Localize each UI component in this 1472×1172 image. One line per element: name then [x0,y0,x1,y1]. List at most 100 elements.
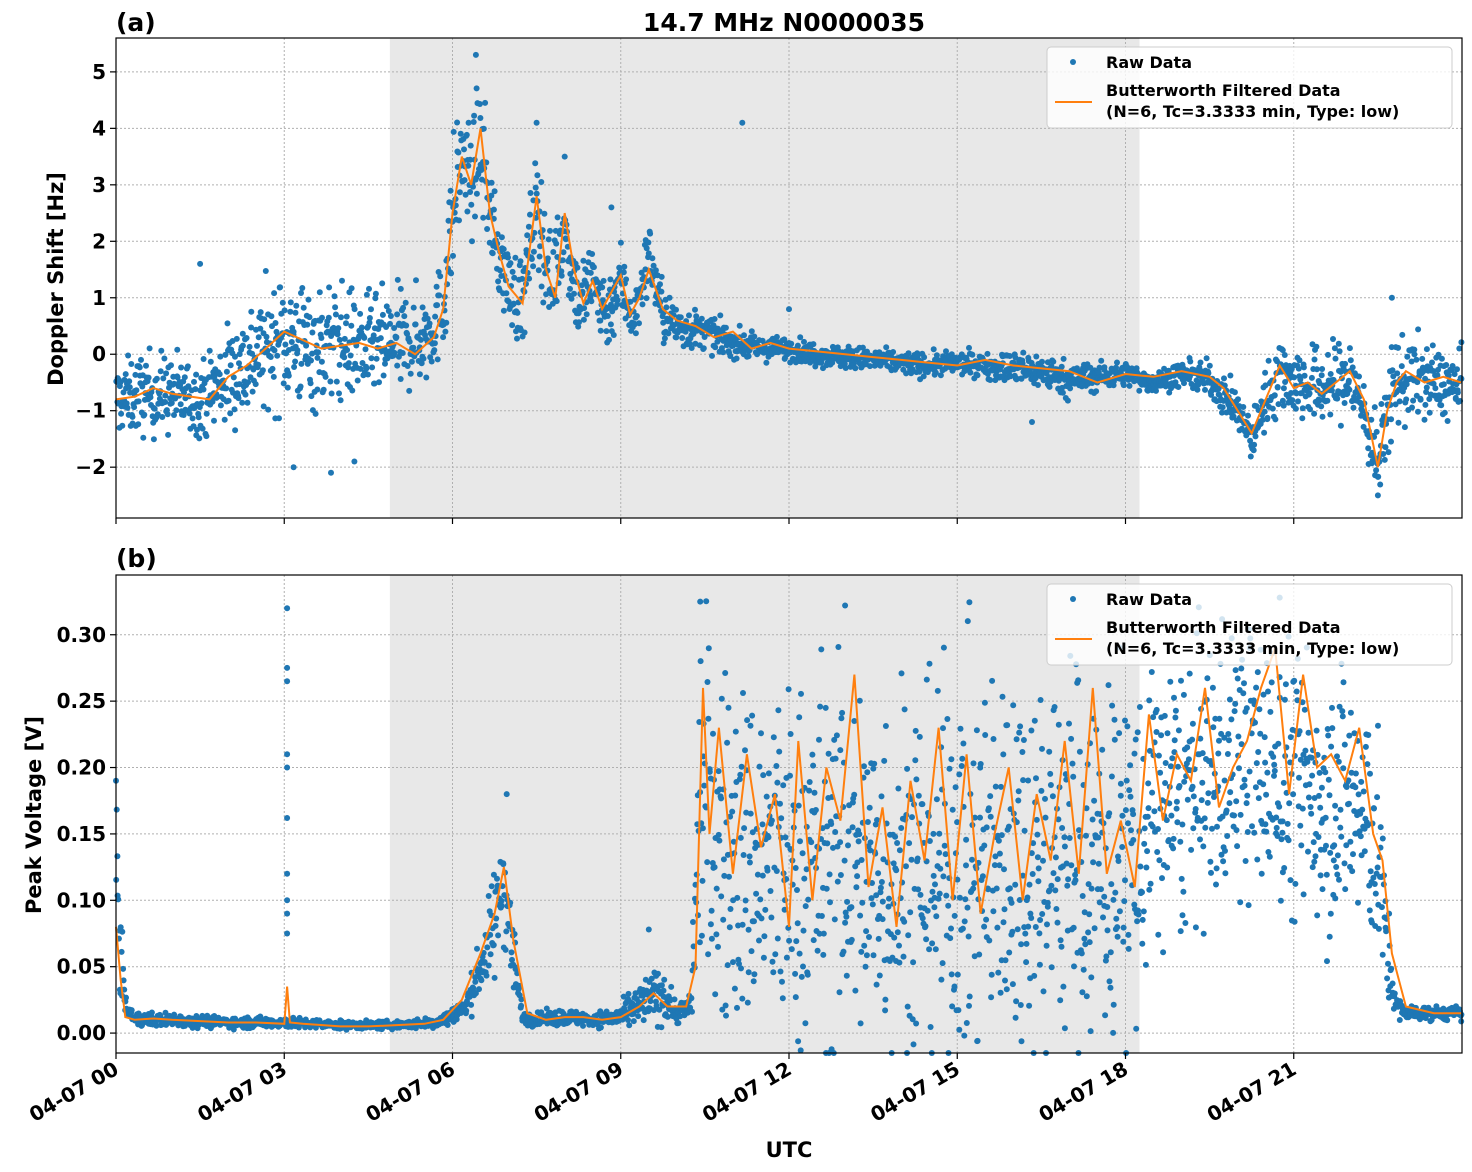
panel-a-y-tick-label: −2 [75,455,106,479]
panel-b-raw-point [1003,986,1010,993]
panel-a-raw-point [1413,356,1420,363]
panel-a-raw-point [852,365,859,372]
panel-b-raw-point [1184,796,1191,803]
panel-b-raw-point [997,989,1004,996]
panel-b-raw-point [1018,941,1025,948]
panel-b-raw-point [468,1013,475,1020]
panel-a-raw-point [174,374,181,381]
panel-a-raw-point [470,119,477,125]
panel-a-raw-point [319,314,325,321]
panel-a-raw-point [526,275,533,282]
panel-b-raw-point [474,945,480,952]
panel-a-raw-point [1251,441,1258,448]
panel-b-raw-point [1171,694,1177,701]
panel-a-raw-point [461,177,468,184]
panel-b-raw-point [974,1037,981,1044]
panel-a-raw-point [270,373,277,380]
panel-b-raw-point [869,901,876,908]
panel-b-raw-point [732,728,739,735]
panel-b-raw-point [1149,823,1156,830]
panel-a-raw-point [1295,398,1301,405]
panel-b-raw-point [1028,727,1035,734]
panel-b-raw-point [981,842,988,849]
panel-a-raw-point [171,412,177,418]
panel-b-raw-point [878,793,885,800]
panel-b-raw-point [1059,825,1066,831]
panel-a-raw-point [125,352,132,359]
panel-a-raw-point [829,359,836,366]
panel-a-raw-point [177,401,184,408]
panel-a-raw-point [1373,467,1380,474]
panel-b-raw-point [773,868,780,874]
panel-a-raw-point [426,320,433,327]
panel-b-raw-point [981,699,988,706]
panel-b-raw-point [1302,747,1309,754]
panel-b-raw-point [658,982,665,989]
panel-a-raw-point [366,315,373,321]
panel-a-raw-point [558,272,565,279]
panel-a-raw-point [416,371,423,378]
panel-b-raw-point [762,906,769,913]
panel-b-raw-point [1201,815,1208,822]
panel-a-raw-point [1377,481,1384,488]
panel-b-raw-point [1205,790,1212,797]
panel-a-raw-point [232,427,239,434]
panel-b-raw-point [822,704,829,711]
panel-b-raw-point [1204,799,1211,806]
panel-b-raw-point [658,1024,665,1031]
panel-b-raw-point [1053,906,1060,912]
panel-a-raw-point [135,421,142,428]
panel-b-raw-point [945,902,952,909]
panel-b-raw-point [912,757,919,764]
panel-b-raw-point [749,712,756,719]
panel-b-raw-point [915,886,922,893]
panel-a-raw-data-series [113,51,1465,499]
panel-a-raw-point [1388,416,1395,423]
panel-b-raw-point [904,1003,911,1010]
panel-b-raw-point [760,772,767,779]
panel-b-raw-point [939,960,946,967]
panel-b-raw-point [738,965,744,972]
panel-a-raw-point [967,369,974,376]
panel-b-raw-point [1100,914,1106,921]
panel-a-raw-point [701,334,708,340]
panel-a-raw-point [235,395,242,402]
panel-a-raw-point [969,351,976,358]
panel-a-raw-point [373,355,380,362]
panel-b-raw-point [720,916,727,923]
panel-a-raw-point [327,378,334,385]
panel-a-raw-point [349,387,356,394]
panel-b-raw-point [1024,894,1031,901]
panel-b-raw-point [747,810,754,817]
panel-b-raw-point [1006,949,1013,956]
panel-b-raw-point [1216,737,1222,744]
panel-a-raw-point [455,149,462,156]
panel-b-raw-point [1006,885,1013,892]
panel-b-raw-point [851,791,858,798]
panel-b-raw-point [1037,917,1044,923]
panel-b-raw-point [697,658,704,665]
panel-a-raw-point [1411,351,1418,358]
panel-b-raw-point [1113,915,1120,922]
panel-a-raw-point [461,146,467,153]
panel-b-raw-point [724,962,731,969]
panel-a-raw-point [133,387,140,394]
panel-b-raw-point [1277,897,1284,904]
panel-b-raw-point [625,1017,631,1023]
panel-a-raw-point [867,363,873,370]
panel-a-raw-point [547,227,553,234]
panel-b-raw-point [982,732,989,738]
panel-b-raw-point [478,977,485,984]
panel-b-raw-point [1110,896,1117,903]
panel-b-raw-point [1145,780,1152,787]
panel-a-raw-point [1342,360,1349,367]
panel-b-raw-point [827,899,833,906]
panel-b-raw-point [1234,843,1241,850]
panel-b-raw-point [1026,1002,1033,1009]
panel-a-raw-point [394,311,401,318]
panel-a-raw-point [1373,428,1380,435]
panel-b-raw-point [816,736,822,743]
panel-a-raw-point [343,320,349,327]
panel-a-raw-point [362,346,369,353]
panel-b-raw-point [810,937,817,944]
